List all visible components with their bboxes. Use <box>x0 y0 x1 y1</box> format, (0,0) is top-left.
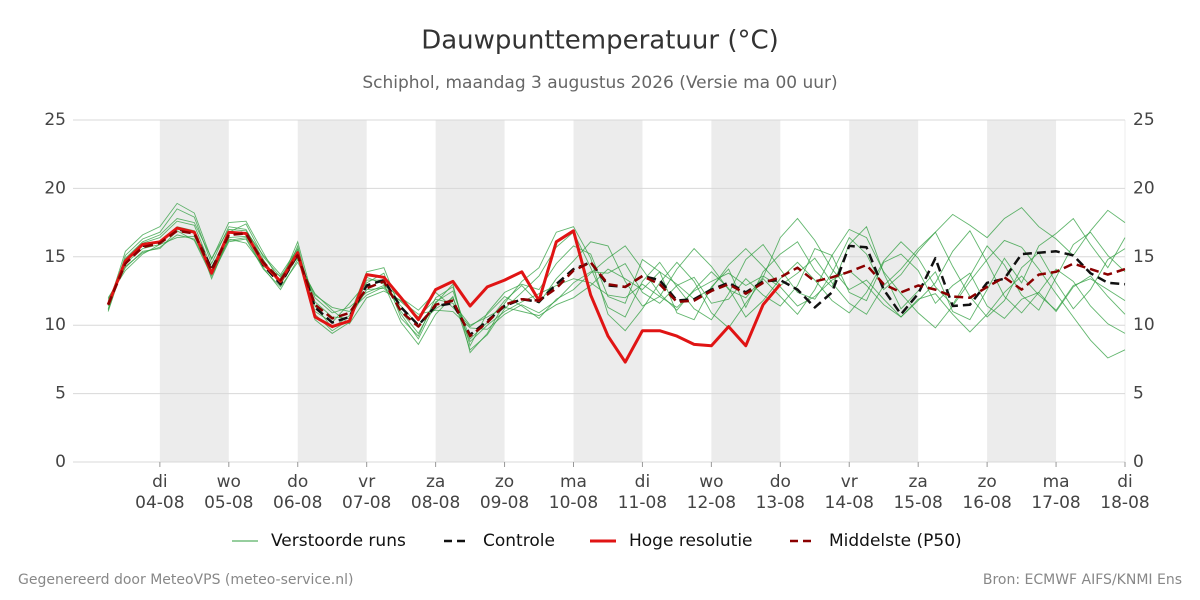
x-tick-label: do <box>770 472 791 492</box>
legend-label: Verstoorde runs <box>271 531 406 551</box>
x-tick-label: di <box>152 472 168 492</box>
y-tick-label: 20 <box>44 178 66 198</box>
chart-title: Dauwpunttemperatuur (°C) <box>421 26 779 56</box>
footer-right: Bron: ECMWF AIFS/KNMI Ens <box>983 572 1182 588</box>
y2-tick-label: 15 <box>1133 247 1155 267</box>
ensemble-line <box>107 231 1126 328</box>
x-tick-label: 05-08 <box>204 493 253 513</box>
x-tick-label: wo <box>217 472 241 492</box>
day-shade <box>159 120 229 462</box>
x-tick-label: 12-08 <box>687 493 736 513</box>
ensemble-line <box>107 207 1126 326</box>
x-tick-label: ma <box>1043 472 1070 492</box>
x-tick-label: zo <box>977 472 996 492</box>
x-tick-label: 17-08 <box>1031 493 1080 513</box>
ensemble-line <box>107 230 1126 330</box>
x-tick-label: 16-08 <box>962 493 1011 513</box>
y2-tick-label: 0 <box>1133 452 1144 472</box>
y2-tick-label: 25 <box>1133 110 1155 130</box>
ensemble-line <box>107 218 1126 359</box>
legend-label: Hoge resolutie <box>629 531 753 551</box>
y-tick-label: 0 <box>55 452 66 472</box>
x-tick-label: vr <box>358 472 375 492</box>
x-tick-label: 14-08 <box>825 493 874 513</box>
x-tick-label: vr <box>841 472 858 492</box>
x-tick-label: 04-08 <box>135 493 184 513</box>
plot-area <box>73 119 1126 467</box>
legend: Verstoorde runs Controle Hoge resolutie Mid… <box>232 531 962 551</box>
y2-tick-label: 10 <box>1133 315 1155 335</box>
day-shade <box>987 120 1057 462</box>
x-tick-label: 13-08 <box>756 493 805 513</box>
chart-subtitle: Schiphol, maandag 3 augustus 2026 (Versi… <box>362 73 837 93</box>
y2-tick-label: 20 <box>1133 178 1155 198</box>
day-shade <box>573 120 643 462</box>
x-tick-label: zo <box>495 472 514 492</box>
x-tick-label: ma <box>560 472 587 492</box>
x-tick-label: 10-08 <box>549 493 598 513</box>
x-tick-label: 07-08 <box>342 493 391 513</box>
footer-left: Gegenereerd door MeteoVPS (meteo-service… <box>18 572 353 588</box>
y-tick-label: 10 <box>44 315 66 335</box>
y2-tick-label: 5 <box>1133 384 1144 404</box>
x-tick-label: wo <box>699 472 723 492</box>
x-tick-label: 08-08 <box>411 493 460 513</box>
y-tick-label: 15 <box>44 247 66 267</box>
x-tick-label: 09-08 <box>480 493 529 513</box>
legend-label: Middelste (P50) <box>829 531 962 551</box>
x-tick-label: 11-08 <box>618 493 667 513</box>
x-tick-label: za <box>426 472 445 492</box>
ensemble-line <box>107 220 1126 351</box>
x-tick-label: do <box>287 472 308 492</box>
y-tick-label: 25 <box>44 110 66 130</box>
x-tick-label: za <box>909 472 928 492</box>
legend-label: Controle <box>483 531 555 551</box>
x-tick-label: di <box>635 472 651 492</box>
x-tick-label: di <box>1117 472 1133 492</box>
y-tick-label: 5 <box>55 384 66 404</box>
x-tick-label: 15-08 <box>893 493 942 513</box>
x-tick-label: 06-08 <box>273 493 322 513</box>
x-tick-label: 18-08 <box>1100 493 1149 513</box>
series-line <box>107 229 1126 338</box>
